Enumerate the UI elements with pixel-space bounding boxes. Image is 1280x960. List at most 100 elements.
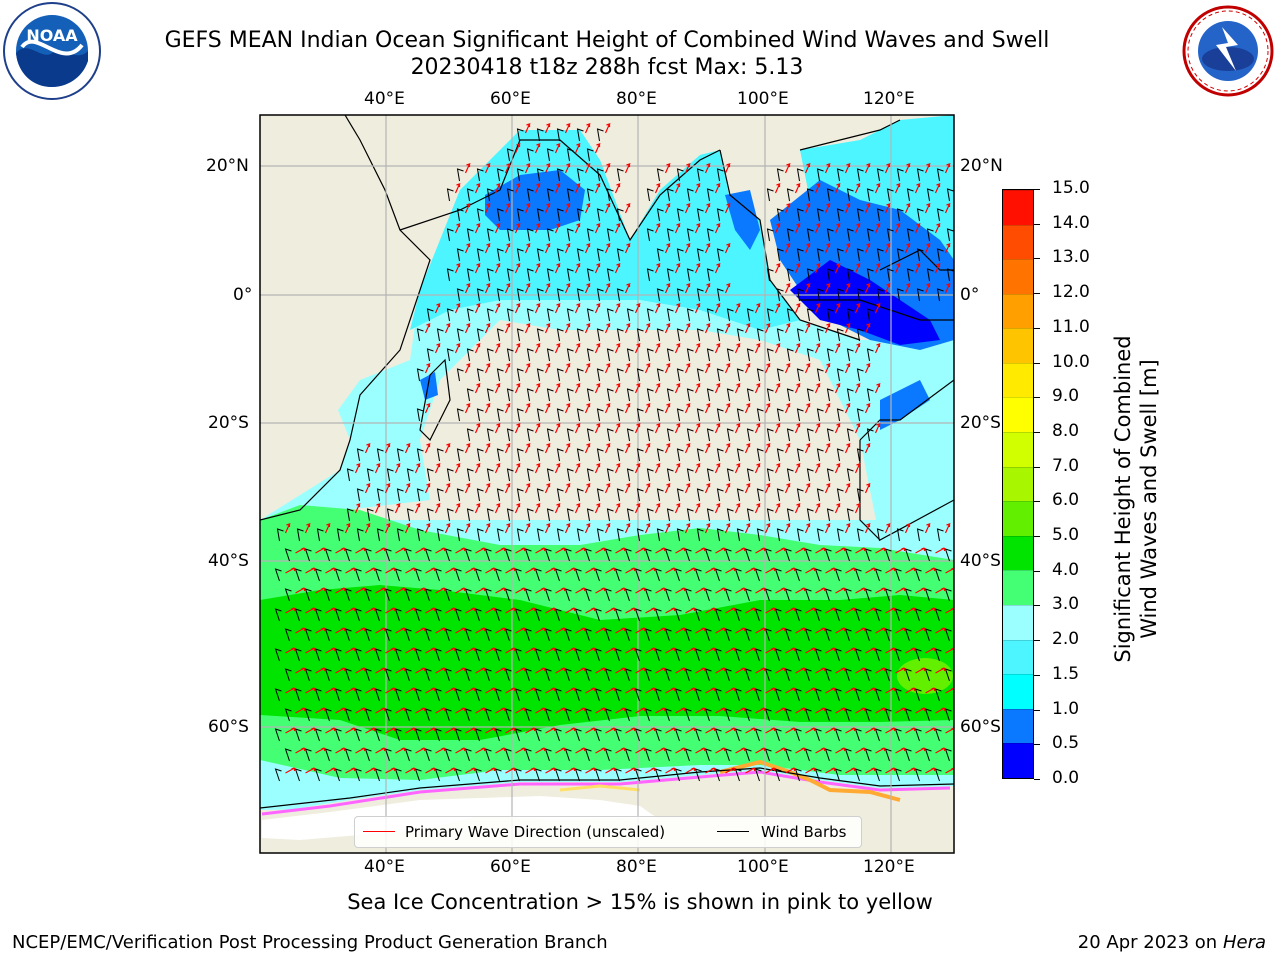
wind-barb [934, 608, 942, 622]
wave-arrow [584, 163, 591, 174]
wave-arrow [534, 503, 541, 514]
wind-barb [496, 528, 504, 542]
wave-arrow [734, 383, 741, 394]
wind-barb [734, 688, 742, 702]
wind-barb [626, 308, 634, 322]
wind-barb [696, 288, 704, 302]
wave-arrow [775, 547, 786, 554]
wave-arrow [544, 323, 551, 334]
wave-arrow [784, 283, 791, 294]
wind-barb [914, 768, 922, 782]
wave-arrow [794, 183, 801, 194]
wave-arrow [744, 323, 751, 334]
wave-arrow [484, 283, 491, 294]
wind-barb [814, 608, 822, 622]
wave-arrow [355, 587, 366, 594]
wind-barb [794, 728, 802, 742]
wind-barb [284, 588, 292, 602]
wind-barb [294, 728, 302, 742]
wind-barb [626, 508, 634, 522]
wind-barb [506, 228, 514, 242]
wind-barb [534, 568, 542, 582]
wave-arrow [884, 163, 891, 174]
wave-arrow [595, 547, 606, 554]
wind-barb [704, 748, 712, 762]
wave-arrow [844, 443, 851, 454]
wind-barb [466, 388, 474, 402]
wind-barb [744, 628, 752, 642]
colorbar-tick-mark [1034, 223, 1040, 225]
wind-barb [516, 488, 524, 502]
wind-barb [716, 448, 724, 462]
colorbar-tick-label: 0.5 [1052, 733, 1080, 754]
wind-barb [476, 368, 484, 382]
wave-arrow [824, 203, 831, 214]
wind-barb [806, 308, 814, 322]
wave-arrow [364, 443, 371, 454]
lat-label-left-0: 0° [233, 285, 253, 305]
wave-arrow [464, 363, 471, 374]
wave-arrow [504, 203, 511, 214]
wave-arrow [615, 667, 626, 674]
wind-barb [514, 648, 522, 662]
wind-barb [666, 348, 674, 362]
wind-barb [726, 348, 734, 362]
wind-barb [394, 648, 402, 662]
wind-barb [554, 768, 562, 782]
wave-arrow [895, 747, 906, 754]
wind-barb [474, 768, 482, 782]
wind-barb [946, 188, 954, 202]
wind-barb [714, 648, 722, 662]
wind-barb [816, 328, 824, 342]
wave-arrow [764, 483, 771, 494]
wave-arrow [824, 403, 831, 414]
wave-arrow [864, 483, 871, 494]
wind-barb [866, 308, 874, 322]
wind-barb [504, 628, 512, 642]
wind-barb [674, 768, 682, 782]
wave-arrow [394, 503, 401, 514]
wind-barb [766, 348, 774, 362]
wind-barb [754, 608, 762, 622]
wind-barb [684, 668, 692, 682]
wave-arrow [604, 283, 611, 294]
wind-barb [526, 508, 534, 522]
wave-arrow [465, 727, 476, 734]
wave-arrow [914, 223, 921, 234]
wind-barb [724, 548, 732, 562]
wave-arrow [474, 423, 481, 434]
wind-barb [566, 388, 574, 402]
wind-barb [884, 588, 892, 602]
wave-arrow [624, 323, 631, 334]
wave-arrow [505, 607, 516, 614]
wind-barb [404, 628, 412, 642]
wind-barb [796, 528, 804, 542]
wind-barb [656, 208, 664, 222]
wave-arrow [684, 243, 691, 254]
wind-barb [946, 228, 954, 242]
wind-barb [526, 468, 534, 482]
wave-arrow [745, 687, 756, 694]
wave-arrow [594, 343, 601, 354]
wind-barb [676, 408, 684, 422]
wave-arrow [584, 203, 591, 214]
wind-barb [754, 688, 762, 702]
wave-arrow [564, 483, 571, 494]
wind-barb [396, 488, 404, 502]
wind-barb [334, 568, 342, 582]
wave-arrow [935, 667, 946, 674]
wind-barb [526, 308, 534, 322]
wind-barb [324, 748, 332, 762]
wave-arrow [525, 607, 536, 614]
wave-arrow [594, 383, 601, 394]
wind-barb [454, 728, 462, 742]
wind-barb [284, 628, 292, 642]
wave-arrow [285, 647, 296, 654]
lat-label-right-20s: 20°S [960, 413, 1001, 433]
colorbar-tick-label: 15.0 [1052, 178, 1090, 198]
wind-barb [606, 268, 614, 282]
wave-arrow [744, 523, 751, 534]
wind-barb [566, 508, 574, 522]
wave-arrow [895, 587, 906, 594]
wind-barb [564, 548, 572, 562]
